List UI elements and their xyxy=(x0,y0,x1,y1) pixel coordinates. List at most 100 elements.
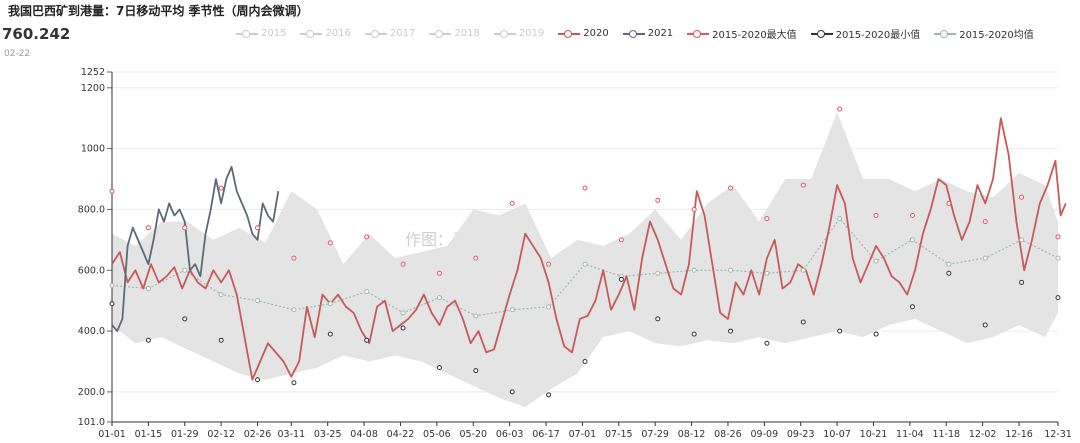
avg-point xyxy=(509,307,515,313)
x-tick-label: 01-29 xyxy=(171,429,199,440)
legend-item-5[interactable]: 2020 xyxy=(558,26,609,41)
avg-point xyxy=(873,258,879,264)
legend-label: 2015-2020最大值 xyxy=(712,30,797,41)
avg-point xyxy=(400,310,406,316)
max-point xyxy=(436,270,442,276)
legend-marker-icon xyxy=(622,29,645,39)
x-tick-label: 10-07 xyxy=(823,429,851,440)
avg-point xyxy=(218,292,224,298)
legend-item-9[interactable]: 2015-2020均值 xyxy=(934,26,1034,41)
max-point xyxy=(691,206,697,212)
x-tick-label: 05-06 xyxy=(423,429,451,440)
avg-point xyxy=(655,270,661,276)
legend-item-0[interactable]: 2015 xyxy=(236,26,286,41)
avg-point xyxy=(291,307,297,313)
latest-value: 760.242 xyxy=(2,25,71,43)
min-point xyxy=(509,389,515,395)
legend-item-7[interactable]: 2015-2020最大值 xyxy=(687,26,797,41)
avg-point xyxy=(145,286,151,292)
max-point xyxy=(618,237,624,243)
legend-item-4[interactable]: 2019 xyxy=(493,26,544,41)
avg-point xyxy=(436,295,442,301)
max-point xyxy=(728,185,734,191)
min-point xyxy=(1055,295,1061,301)
x-tick-label: 02-12 xyxy=(207,429,235,440)
max-point xyxy=(327,240,333,246)
x-tick-label: 02-26 xyxy=(244,429,272,440)
x-tick-label: 12-16 xyxy=(1005,429,1033,440)
max-point xyxy=(182,225,188,231)
max-point xyxy=(364,234,370,240)
series-line-2021 xyxy=(111,165,280,332)
min-point xyxy=(582,358,588,364)
legend-item-3[interactable]: 2018 xyxy=(429,26,480,41)
y-tick-label: 800.0 xyxy=(78,204,105,215)
max-point xyxy=(800,182,806,188)
avg-point xyxy=(327,301,333,307)
legend-marker-icon xyxy=(300,29,323,39)
x-tick-label: 05-20 xyxy=(459,429,487,440)
chart-title: 我国巴西矿到港量：7日移动平均 季节性（周内会微调） xyxy=(8,4,309,18)
x-tick-label: 07-01 xyxy=(569,429,597,440)
legend-marker-icon xyxy=(364,29,387,39)
avg-point xyxy=(364,289,370,295)
avg-point xyxy=(1055,255,1061,261)
max-point xyxy=(509,200,515,206)
min-point xyxy=(145,337,151,343)
min-point xyxy=(327,331,333,337)
legend-item-8[interactable]: 2015-2020最小值 xyxy=(810,26,920,41)
min-point xyxy=(182,316,188,322)
avg-point xyxy=(946,261,952,267)
legend-item-6[interactable]: 2021 xyxy=(622,26,673,41)
y-tick-label: 1200 xyxy=(81,83,105,94)
x-tick-label: 04-08 xyxy=(350,429,378,440)
avg-point xyxy=(728,267,734,273)
x-tick-label: 10-21 xyxy=(860,429,888,440)
x-tick-label: 09-23 xyxy=(787,429,815,440)
min-point xyxy=(1019,279,1025,285)
min-point xyxy=(655,316,661,322)
max-point xyxy=(946,200,952,206)
x-tick-label: 06-03 xyxy=(496,429,524,440)
legend-item-1[interactable]: 2016 xyxy=(300,26,351,41)
avg-point xyxy=(582,261,588,267)
x-tick-label: 11-04 xyxy=(896,429,924,440)
avg-point xyxy=(109,282,115,288)
avg-point xyxy=(909,237,915,243)
avg-point xyxy=(1019,237,1025,243)
min-point xyxy=(909,304,915,310)
max-point xyxy=(145,225,151,231)
avg-point xyxy=(182,267,188,273)
max-point xyxy=(582,185,588,191)
min-point xyxy=(946,270,952,276)
min-point xyxy=(982,322,988,328)
min-max-band xyxy=(112,112,1058,408)
min-point xyxy=(691,331,697,337)
min-point xyxy=(255,377,261,383)
chart-legend: 2015 2016 2017 2018 2019 2020 2021 2015-2020最大值… xyxy=(236,26,1034,41)
max-point xyxy=(109,188,115,194)
y-tick-label: 1252 xyxy=(81,67,105,78)
max-point xyxy=(837,106,843,112)
min-point xyxy=(728,328,734,334)
max-point xyxy=(655,197,661,203)
min-point xyxy=(618,276,624,282)
x-tick-label: 07-29 xyxy=(641,429,669,440)
max-point xyxy=(764,216,770,222)
legend-marker-icon xyxy=(429,29,452,39)
max-point xyxy=(218,185,224,191)
legend-item-2[interactable]: 2017 xyxy=(364,26,415,41)
max-point xyxy=(546,261,552,267)
legend-marker-icon xyxy=(236,29,258,39)
min-point xyxy=(873,331,879,337)
y-tick-label: 1000 xyxy=(81,144,105,155)
min-point xyxy=(473,368,479,374)
x-tick-label: 06-17 xyxy=(532,429,560,440)
avg-point xyxy=(800,267,806,273)
min-point xyxy=(436,365,442,371)
legend-label: 2016 xyxy=(325,28,351,39)
legend-marker-icon xyxy=(810,29,833,39)
x-tick-label: 08-26 xyxy=(714,429,742,440)
x-tick-label: 12-02 xyxy=(969,429,997,440)
